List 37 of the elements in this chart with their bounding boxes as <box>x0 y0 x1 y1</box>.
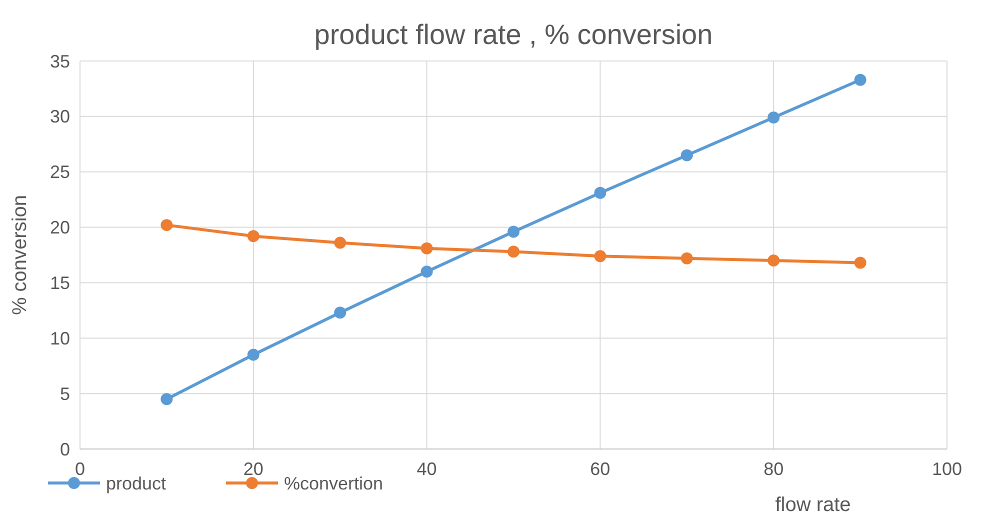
y-tick-label: 35 <box>50 51 70 72</box>
chart-title: product flow rate , % conversion <box>314 19 713 50</box>
y-tick-label: 30 <box>50 106 70 127</box>
y-tick-label: 20 <box>50 218 70 238</box>
x-tick-label: 80 <box>764 459 784 479</box>
point <box>680 252 693 264</box>
point <box>420 266 433 278</box>
point <box>768 112 780 124</box>
y-tick-label: 15 <box>50 273 70 294</box>
point <box>680 149 693 162</box>
point <box>247 348 260 361</box>
x-tick-label: 20 <box>243 459 264 479</box>
point <box>594 186 606 199</box>
y-tick-label: 10 <box>50 328 70 348</box>
x-axis-title: flow rate <box>775 494 851 516</box>
point <box>594 250 606 262</box>
x-tick-label: 40 <box>416 459 437 479</box>
x-tick-label: 60 <box>590 459 610 479</box>
point <box>160 219 173 232</box>
y-tick-label: 25 <box>50 162 70 182</box>
y-axis-title: % conversion <box>9 194 31 316</box>
point <box>160 393 173 406</box>
x-tick-label: 100 <box>932 459 962 479</box>
point <box>420 242 433 254</box>
point <box>768 254 780 267</box>
legend-label: %convertion <box>284 473 384 494</box>
y-tick-label: 0 <box>60 439 70 460</box>
point <box>854 74 866 86</box>
point <box>854 256 866 269</box>
point <box>508 246 520 258</box>
y-tick-label: 5 <box>60 384 70 404</box>
point <box>508 226 520 238</box>
point <box>334 236 346 249</box>
point <box>247 230 260 242</box>
point <box>334 306 346 319</box>
x-tick-label: 0 <box>74 459 86 479</box>
legend-label: product <box>106 473 166 494</box>
